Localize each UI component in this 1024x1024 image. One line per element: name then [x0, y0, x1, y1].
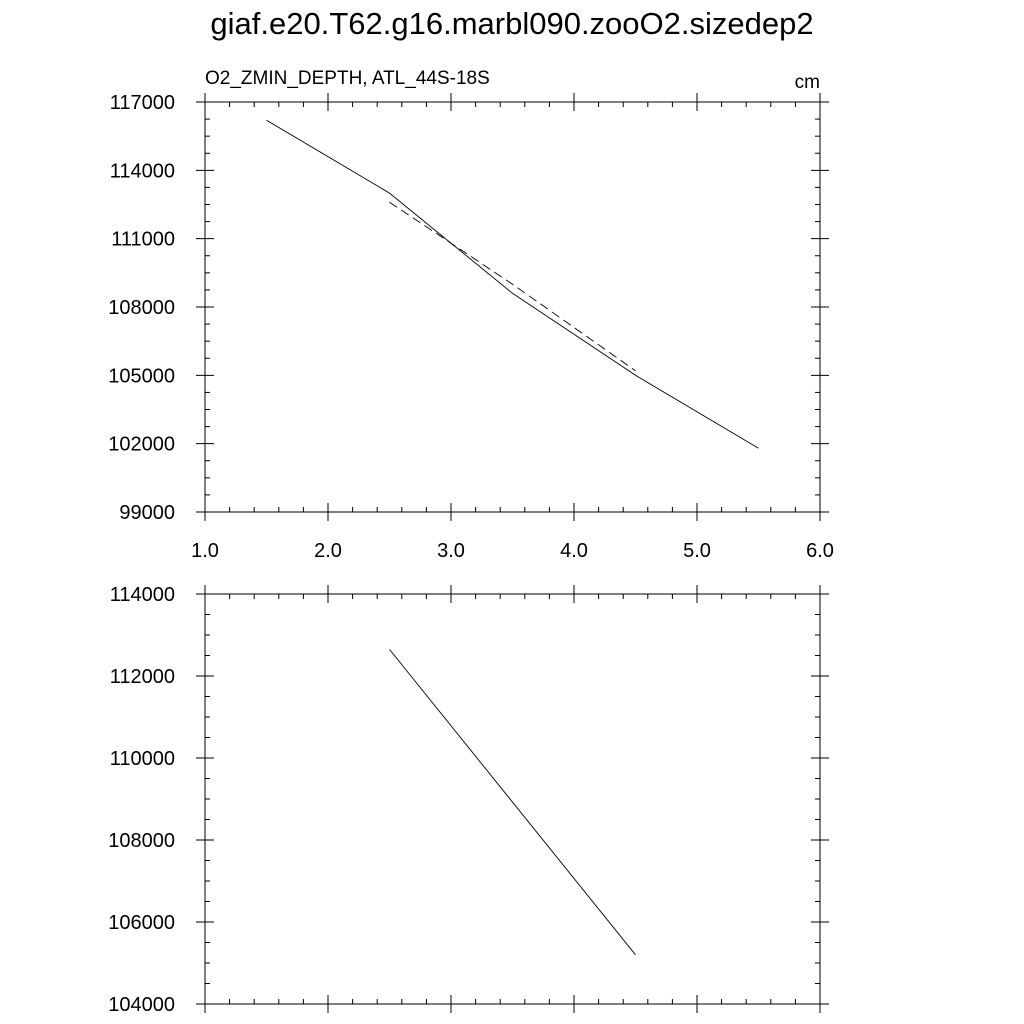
plot1-y-tick-label: 114000 [110, 160, 175, 182]
plot1-x-tick-label: 1.0 [191, 540, 219, 562]
plot1-x-tick-label: 5.0 [683, 540, 711, 562]
plot1-frame [204, 101, 821, 513]
plot2-y-tick-label: 106000 [108, 912, 175, 934]
plot1-x-tick-label: 6.0 [806, 540, 834, 562]
plot2-y-tick-label: 110000 [110, 748, 175, 770]
plot1-y-tick-label: 105000 [108, 365, 175, 387]
plot1-y-tick-label: 108000 [108, 297, 175, 319]
plot1-y-tick-label: 102000 [108, 434, 175, 456]
plot1-x-tick-label: 3.0 [437, 540, 465, 562]
plot1-y-tick-label: 99000 [119, 502, 175, 524]
plot2-y-tick-label: 114000 [110, 584, 175, 606]
page-title: giaf.e20.T62.g16.marbl090.zooO2.sizedep2 [210, 6, 814, 41]
plot2-y-tick-label: 112000 [110, 666, 175, 688]
plot2-series-line-1 [389, 649, 636, 956]
plot1-series-line-1 [266, 119, 759, 449]
plot2-y-tick-label: 108000 [108, 830, 175, 852]
plot1-subtitle-right: cm [795, 72, 820, 93]
plot1-y-tick-label: 117000 [110, 92, 175, 114]
plot1-x-tick-label: 4.0 [560, 540, 588, 562]
plot1-x-tick-label: 2.0 [314, 540, 342, 562]
plot2-y-tick-label: 104000 [108, 994, 175, 1016]
plot2-frame [204, 593, 821, 1005]
plot1-y-tick-label: 111000 [111, 229, 175, 251]
plot1-subtitle-left: O2_ZMIN_DEPTH, ATL_44S-18S [205, 68, 490, 89]
plot1-series-line-2 [389, 201, 636, 372]
